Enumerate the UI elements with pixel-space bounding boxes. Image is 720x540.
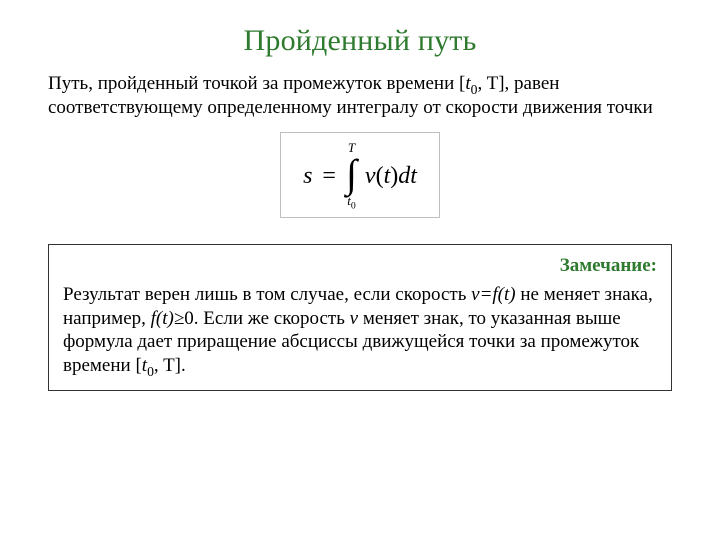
- integral-column: T ∫ t0: [346, 141, 357, 211]
- note-body: Результат верен лишь в том случае, если …: [63, 283, 657, 378]
- intro-paragraph: Путь, пройденный точкой за промежуток вр…: [48, 72, 672, 120]
- note-seg4: , T].: [154, 355, 186, 376]
- para-text-pre: Путь, пройденный точкой за промежуток вр…: [48, 73, 465, 94]
- note-seg1: Результат верен лишь в том случае, если …: [63, 284, 471, 305]
- formula-equals: =: [320, 164, 338, 188]
- note-v: v: [350, 308, 358, 329]
- formula-lhs: s: [303, 164, 312, 188]
- integral-lower-sub: 0: [351, 200, 356, 211]
- integrand-close-paren: ): [390, 164, 398, 188]
- differential-var: t: [410, 164, 417, 188]
- slide-root: Пройденный путь Путь, пройденный точкой …: [0, 0, 720, 540]
- note-box: Замечание: Результат верен лишь в том сл…: [48, 244, 672, 391]
- integrand-func: v: [365, 164, 376, 188]
- integral-lower-limit: t0: [347, 194, 356, 211]
- differential-d: d: [398, 164, 410, 188]
- integrand: v(t)dt: [365, 164, 417, 188]
- integral-symbol: ∫: [346, 156, 357, 192]
- note-label: Замечание:: [63, 255, 657, 277]
- note-vfeq: v=f(t): [471, 284, 515, 305]
- formula-box: s = T ∫ t0 v(t)dt: [280, 132, 440, 218]
- integrand-arg: t: [384, 164, 391, 188]
- slide-title: Пройденный путь: [48, 24, 672, 58]
- note-ft-ge0: f(t)≥: [151, 308, 185, 329]
- integrand-open-paren: (: [376, 164, 384, 188]
- note-zero-after: 0. Если же скорость: [184, 308, 349, 329]
- formula: s = T ∫ t0 v(t)dt: [303, 141, 417, 211]
- formula-region: s = T ∫ t0 v(t)dt: [48, 132, 672, 218]
- note-t-sub: 0: [147, 364, 154, 379]
